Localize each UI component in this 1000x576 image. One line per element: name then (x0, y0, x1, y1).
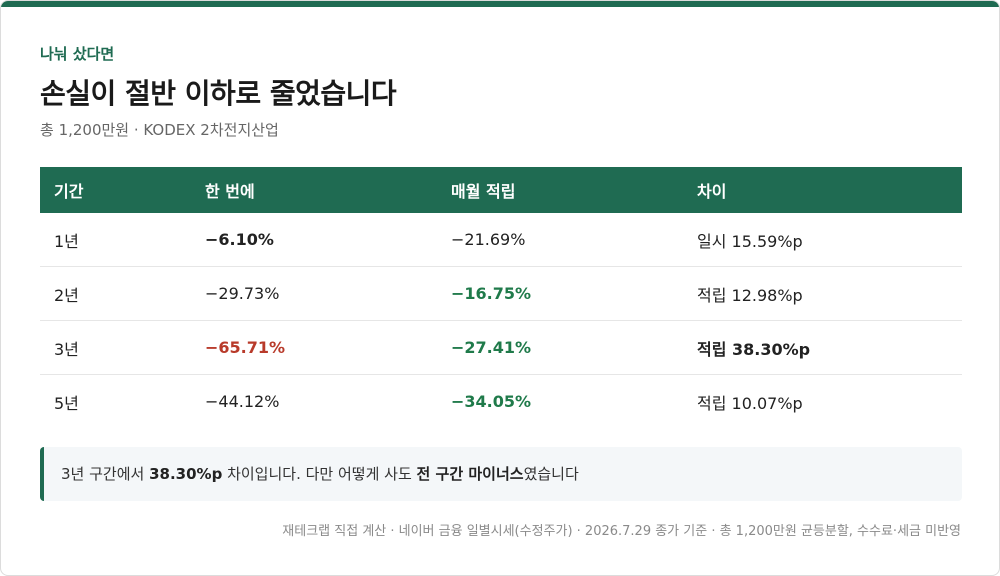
note-text: 3년 구간에서 (61, 465, 150, 483)
note-highlight-negative: 전 구간 마이너스 (416, 465, 524, 483)
monthly-cell: −27.41% (437, 320, 683, 375)
table-row: 2년 −29.73% −16.75% 적립 12.98%p (40, 266, 962, 321)
difference-cell: 적립 12.98%p (683, 266, 962, 321)
note-text: 차이입니다. 다만 어떻게 사도 (222, 465, 417, 483)
note-highlight-gap: 38.30%p (149, 465, 223, 483)
table-header-row: 기간 한 번에 매월 적립 차이 (40, 167, 962, 213)
subline: 총 1,200만원 · KODEX 2차전지산업 (40, 121, 279, 139)
headline: 손실이 절반 이하로 줄었습니다 (40, 77, 397, 110)
lump-sum-cell: −29.73% (191, 266, 437, 321)
note-text: 였습니다 (523, 465, 579, 483)
monthly-cell: −21.69% (437, 213, 683, 267)
header-difference: 차이 (697, 182, 727, 201)
lump-sum-cell: −65.71% (191, 320, 437, 375)
difference-cell: 일시 15.59%p (683, 213, 962, 267)
accent-bar (1, 1, 999, 7)
table-row: 5년 −44.12% −34.05% 적립 10.07%p (40, 375, 962, 429)
table-row: 3년 −65.71% −27.41% 적립 38.30%p (40, 320, 962, 375)
header-period: 기간 (54, 182, 84, 201)
monthly-cell: −34.05% (451, 392, 532, 411)
period-cell: 1년 (40, 213, 191, 267)
difference-cell: 적립 38.30%p (683, 320, 962, 375)
lump-sum-cell: −6.10% (191, 213, 437, 267)
header-lump-sum: 한 번에 (205, 182, 255, 201)
period-cell: 3년 (40, 320, 191, 375)
table-row: 1년 −6.10% −21.69% 일시 15.59%p (40, 213, 962, 267)
summary-note: 3년 구간에서 38.30%p 차이입니다. 다만 어떻게 사도 전 구간 마이… (40, 447, 962, 501)
monthly-cell: −16.75% (437, 266, 683, 321)
period-cell: 5년 (54, 393, 79, 413)
header-monthly: 매월 적립 (451, 182, 516, 201)
lump-sum-cell: −44.12% (205, 392, 280, 411)
source-footnote: 재테크랩 직접 계산 · 네이버 금융 일별시세(수정주가) · 2026.7.… (282, 524, 961, 539)
comparison-table: 기간 한 번에 매월 적립 차이 1년 −6.10% −21.69% 일시 15… (40, 167, 962, 428)
difference-cell: 적립 10.07%p (697, 393, 803, 413)
eyebrow-label: 나눠 샀다면 (40, 45, 115, 63)
period-cell: 2년 (40, 266, 191, 321)
